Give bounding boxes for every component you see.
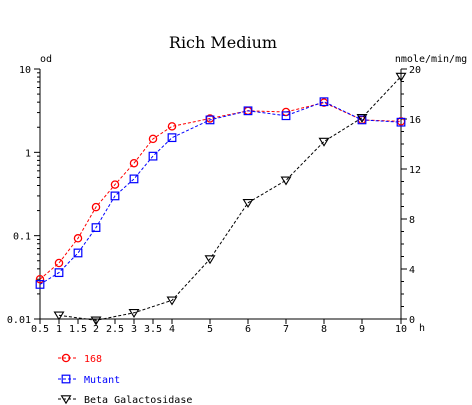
x-tick-label: 3.5 <box>144 324 162 335</box>
right-tick-label: 12 <box>409 165 421 176</box>
data-point-168 <box>73 234 83 243</box>
legend-marker-168 <box>61 353 71 363</box>
series-line-mutant <box>39 101 402 285</box>
data-point-mutant <box>73 248 83 258</box>
data-point-beta-galactosidase <box>90 316 102 326</box>
data-point-beta-galactosidase <box>356 114 368 124</box>
data-point-mutant <box>35 280 45 289</box>
x-axis-unit-label: h <box>419 323 425 334</box>
data-point-beta-galactosidase <box>204 255 216 265</box>
x-tick-label: 6 <box>245 324 251 335</box>
data-point-168 <box>148 134 158 144</box>
axes-group: 0.5 1 1.5 2 2.5 3 3.5 4 5 6 7 8 9 100.010.11100481216… <box>7 65 421 335</box>
data-point-mutant <box>129 174 139 184</box>
legend-item-beta-galactosidase: Beta Galactosidase <box>58 395 192 405</box>
data-point-168 <box>129 158 139 168</box>
x-tick-label: 0.5 <box>31 324 49 335</box>
legend-item-168: 168 <box>58 353 102 365</box>
series-mutant <box>35 97 406 289</box>
left-tick-label: 10 <box>19 65 31 76</box>
x-tick-label: 1.5 <box>69 324 87 335</box>
right-axis-unit-label: nmole/min/mg <box>395 54 467 65</box>
right-tick-label: 0 <box>409 315 415 326</box>
x-tick-label: 5 <box>207 324 213 335</box>
data-point-mutant <box>319 97 329 107</box>
legend-item-mutant: Mutant <box>58 374 120 386</box>
data-point-mutant <box>91 223 101 232</box>
legend-label-168: 168 <box>84 354 102 365</box>
left-tick-label: 1 <box>25 148 31 159</box>
left-tick-label: 0.1 <box>13 232 31 243</box>
series-line-beta-galactosidase <box>58 76 402 321</box>
data-point-mutant <box>54 268 64 278</box>
left-axis-unit-label: od <box>40 54 52 65</box>
series-line-168 <box>39 102 402 280</box>
data-point-mutant <box>357 115 367 125</box>
data-point-mutant <box>396 117 406 127</box>
right-tick-label: 20 <box>409 65 421 76</box>
chart-title: Rich Medium <box>169 33 277 52</box>
x-tick-label: 9 <box>359 324 365 335</box>
series-layer <box>35 72 407 326</box>
x-tick-label: 8 <box>321 324 327 335</box>
x-tick-label: 1 <box>56 324 62 335</box>
right-tick-label: 16 <box>409 115 421 126</box>
left-tick-label: 0.01 <box>7 315 31 326</box>
data-point-beta-galactosidase <box>128 308 140 319</box>
x-tick-label: 4 <box>169 324 175 335</box>
right-tick-label: 4 <box>409 265 415 276</box>
data-point-beta-galactosidase <box>166 296 178 306</box>
data-point-168 <box>91 202 101 212</box>
data-point-mutant <box>205 115 215 125</box>
data-point-mutant <box>110 191 120 201</box>
data-point-beta-galactosidase <box>242 199 254 209</box>
data-point-mutant <box>243 106 253 116</box>
data-point-168 <box>54 258 64 268</box>
data-point-beta-galactosidase <box>395 72 407 82</box>
legend-marker-beta-galactosidase <box>60 395 72 405</box>
legend-label-beta-galactosidase: Beta Galactosidase <box>84 395 192 405</box>
legend-marker-mutant <box>61 374 71 384</box>
data-point-168 <box>110 180 120 189</box>
series-168 <box>35 98 406 284</box>
x-tick-label: 2.5 <box>106 324 124 335</box>
series-beta-galactosidase <box>53 72 407 326</box>
x-tick-label: 10 <box>395 324 407 335</box>
chart-legend: 168 Mutant Beta Galactosidase <box>58 353 192 405</box>
data-point-beta-galactosidase <box>53 311 65 321</box>
data-point-168 <box>35 274 45 284</box>
data-point-mutant <box>167 133 177 143</box>
data-point-mutant <box>148 151 158 161</box>
legend-label-mutant: Mutant <box>84 375 120 386</box>
x-tick-label: 7 <box>283 324 289 335</box>
data-point-168 <box>167 122 177 131</box>
data-point-beta-galactosidase <box>280 176 292 186</box>
right-tick-label: 8 <box>409 215 415 226</box>
data-point-mutant <box>281 111 291 121</box>
data-point-beta-galactosidase <box>318 137 330 147</box>
x-tick-label: 3 <box>131 324 137 335</box>
x-tick-label: 2 <box>93 324 99 335</box>
